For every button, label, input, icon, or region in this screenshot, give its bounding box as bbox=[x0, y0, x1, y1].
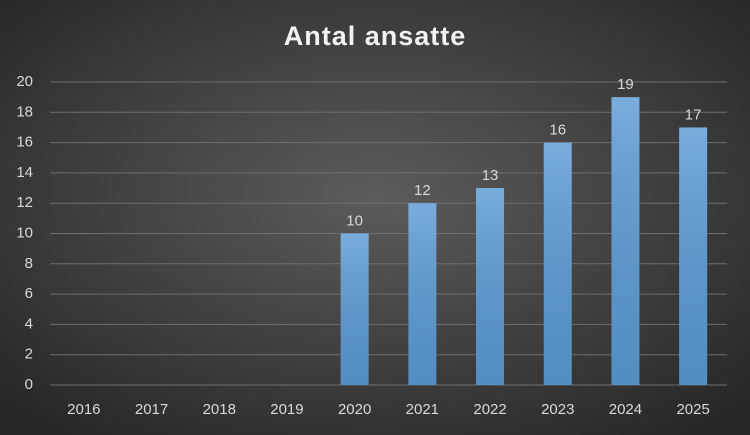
data-label: 16 bbox=[549, 122, 566, 139]
y-tick-label: 12 bbox=[16, 194, 33, 211]
y-tick-label: 8 bbox=[25, 255, 33, 272]
y-tick-label: 2 bbox=[25, 346, 33, 363]
y-tick-label: 10 bbox=[16, 224, 33, 241]
x-tick-label: 2018 bbox=[203, 401, 236, 418]
data-label: 10 bbox=[346, 212, 363, 229]
chart-title: Antal ansatte bbox=[284, 21, 467, 51]
data-label: 13 bbox=[482, 167, 499, 184]
data-label: 17 bbox=[685, 106, 702, 123]
data-label: 12 bbox=[414, 182, 431, 199]
x-tick-label: 2021 bbox=[406, 401, 439, 418]
x-tick-label: 2017 bbox=[135, 401, 168, 418]
bar-shade bbox=[611, 97, 640, 386]
x-tick-label: 2016 bbox=[67, 401, 100, 418]
y-tick-label: 20 bbox=[16, 73, 33, 90]
y-tick-label: 16 bbox=[16, 134, 33, 151]
bar-shade bbox=[543, 142, 572, 385]
bar-shade bbox=[408, 203, 437, 385]
data-label: 19 bbox=[617, 76, 634, 93]
y-tick-label: 18 bbox=[16, 103, 33, 120]
x-tick-label: 2025 bbox=[676, 401, 709, 418]
x-tick-label: 2019 bbox=[270, 401, 303, 418]
y-tick-label: 6 bbox=[25, 285, 33, 302]
bar-shade bbox=[340, 233, 369, 385]
bar-shade bbox=[679, 127, 708, 385]
x-tick-label: 2024 bbox=[609, 401, 642, 418]
bar-shade bbox=[476, 188, 505, 385]
x-tick-label: 2020 bbox=[338, 401, 371, 418]
x-tick-label: 2022 bbox=[473, 401, 506, 418]
y-tick-label: 0 bbox=[25, 376, 33, 393]
x-tick-label: 2023 bbox=[541, 401, 574, 418]
y-tick-label: 14 bbox=[16, 164, 33, 181]
y-tick-label: 4 bbox=[25, 315, 33, 332]
